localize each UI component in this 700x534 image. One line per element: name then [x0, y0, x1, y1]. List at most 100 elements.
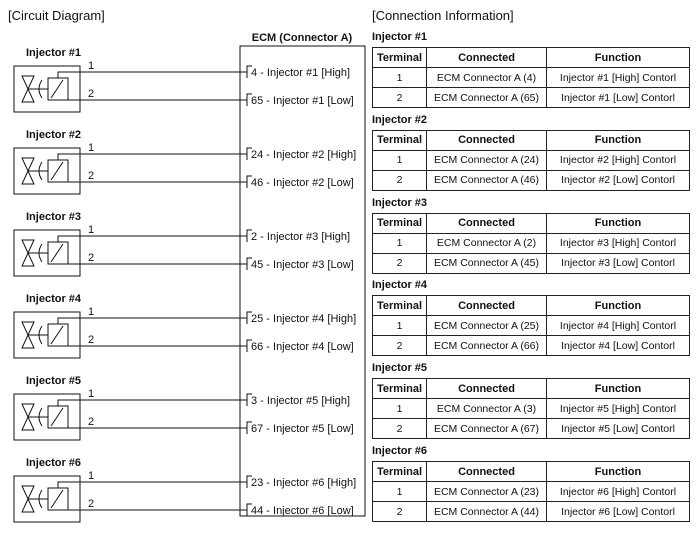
solenoid-icon	[47, 77, 69, 101]
wire-1	[57, 235, 247, 242]
arrow-icon	[38, 489, 43, 509]
connected-cell: ECM Connector A (44)	[426, 501, 547, 522]
table-header: Terminal Connected Function	[372, 212, 690, 234]
ecm-pin	[246, 93, 252, 106]
connected-cell: ECM Connector A (66)	[426, 335, 547, 357]
valve-icon	[21, 75, 35, 103]
ecm-pin-label: 24 - Injector #2 [High]	[251, 149, 356, 161]
table-title: Injector #6	[372, 445, 428, 457]
ecm-pin	[246, 421, 252, 434]
column-header: Connected	[426, 129, 547, 151]
ecm-pin-label: 45 - Injector #3 [Low]	[251, 259, 354, 271]
connected-cell: ECM Connector A (46)	[426, 169, 547, 191]
ecm-pin	[246, 257, 252, 270]
circuit-diagram: ECM (Connector A) Injector #1 1 4 - Injecto…	[13, 32, 366, 523]
solenoid-diag	[50, 79, 64, 99]
connected-cell: ECM Connector A (23)	[426, 481, 547, 502]
terminal-number: 1	[88, 306, 94, 318]
ecm-pin	[246, 175, 252, 188]
table-row: 2 ECM Connector A (46) Injector #2 [Low] C…	[372, 169, 690, 191]
function-cell: Injector #5 [Low] Contorl	[546, 418, 690, 440]
valve-icon	[21, 239, 35, 267]
injector-box	[13, 147, 81, 195]
table-header: Terminal Connected Function	[372, 47, 690, 68]
function-cell: Injector #2 [Low] Contorl	[546, 169, 690, 191]
wire-1	[57, 399, 247, 406]
ecm-pin-label: 3 - Injector #5 [High]	[251, 395, 350, 407]
column-header: Terminal	[372, 212, 427, 234]
table-title: Injector #1	[372, 31, 428, 43]
function-cell: Injector #4 [Low] Contorl	[546, 335, 690, 357]
ecm-pin-label: 67 - Injector #5 [Low]	[251, 423, 354, 435]
injector-label: Injector #4	[26, 293, 82, 305]
injector-label: Injector #6	[26, 457, 81, 469]
function-cell: Injector #4 [High] Contorl	[546, 315, 690, 337]
wire-1	[57, 481, 247, 488]
ecm-label: ECM (Connector A)	[252, 32, 353, 44]
column-header: Function	[546, 129, 690, 151]
injector-box	[13, 229, 81, 277]
column-header: Function	[546, 212, 690, 234]
terminal-number: 1	[88, 224, 94, 236]
table-title: Injector #4	[372, 279, 428, 292]
table-title: Injector #2	[372, 113, 428, 126]
table-header: Terminal Connected Function	[372, 295, 690, 317]
column-header: Connected	[426, 378, 547, 400]
terminal-cell: 1	[372, 149, 427, 171]
arrow-icon	[38, 325, 43, 345]
ecm-box	[239, 45, 366, 517]
ecm-pin	[246, 65, 252, 78]
terminal-number: 1	[88, 60, 94, 72]
terminal-cell: 1	[372, 67, 427, 88]
table-row: 1 ECM Connector A (23) Injector #6 [High] …	[372, 481, 690, 502]
ecm-pin-label: 25 - Injector #4 [High]	[251, 313, 356, 325]
table-row: 2 ECM Connector A (67) Injector #5 [Low] C…	[372, 418, 690, 440]
terminal-number: 2	[88, 170, 94, 182]
connection-table-1: Injector #1 Terminal Connected Function 1 ECM…	[372, 31, 690, 108]
terminal-number: 2	[88, 416, 94, 428]
column-header: Terminal	[372, 461, 427, 482]
terminal-number: 1	[88, 470, 94, 482]
column-header: Connected	[426, 461, 547, 482]
function-cell: Injector #3 [Low] Contorl	[546, 252, 690, 274]
ecm-pin-label: 2 - Injector #3 [High]	[251, 231, 350, 243]
function-cell: Injector #5 [High] Contorl	[546, 398, 690, 420]
connection-table-4: Injector #4 Terminal Connected Function 1 ECM…	[372, 279, 690, 357]
terminal-cell: 2	[372, 335, 427, 357]
solenoid-icon	[47, 487, 69, 511]
connected-cell: ECM Connector A (45)	[426, 252, 547, 274]
ecm-pin-label: 46 - Injector #2 [Low]	[251, 177, 354, 189]
column-header: Connected	[426, 295, 547, 317]
valve-icon	[21, 485, 35, 513]
valve-icon	[21, 321, 35, 349]
function-cell: Injector #6 [High] Contorl	[546, 481, 690, 502]
terminal-number: 2	[88, 498, 94, 510]
table-title: Injector #5	[372, 362, 428, 375]
ecm-pin	[246, 311, 252, 324]
table-row: 2 ECM Connector A (45) Injector #3 [Low] C…	[372, 252, 690, 274]
function-cell: Injector #1 [Low] Contorl	[546, 87, 690, 108]
solenoid-diag	[50, 407, 64, 427]
column-header: Connected	[426, 212, 547, 234]
terminal-number: 2	[88, 334, 94, 346]
terminal-cell: 1	[372, 315, 427, 337]
injector-label: Injector #1	[26, 47, 81, 59]
table-row: 1 ECM Connector A (2) Injector #3 [High] C…	[372, 232, 690, 254]
terminal-cell: 2	[372, 169, 427, 191]
connected-cell: ECM Connector A (3)	[426, 398, 547, 420]
function-cell: Injector #1 [High] Contorl	[546, 67, 690, 88]
terminal-cell: 2	[372, 418, 427, 440]
column-header: Function	[546, 378, 690, 400]
valve-icon	[21, 157, 35, 185]
table-header: Terminal Connected Function	[372, 129, 690, 151]
solenoid-icon	[47, 323, 69, 347]
column-header: Connected	[426, 47, 547, 68]
solenoid-icon	[47, 405, 69, 429]
column-header: Function	[546, 47, 690, 68]
ecm-pin	[246, 475, 252, 488]
injector-label: Injector #2	[26, 129, 81, 141]
valve-icon	[21, 403, 35, 431]
connection-table-2: Injector #2 Terminal Connected Function 1 ECM…	[372, 114, 690, 191]
wire-1	[57, 71, 247, 78]
circuit-diagram-title: [Circuit Diagram]	[8, 8, 105, 23]
